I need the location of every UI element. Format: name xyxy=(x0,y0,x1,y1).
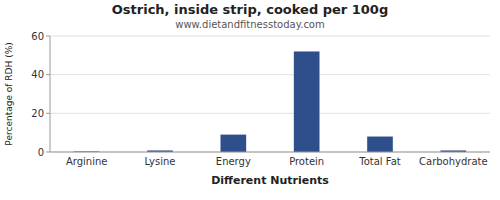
subtitle: www.dietandfitnesstoday.com xyxy=(175,19,324,30)
y-tick-label: 40 xyxy=(31,69,44,80)
y-tick xyxy=(46,113,50,114)
grid-line xyxy=(50,113,490,114)
y-tick-label: 0 xyxy=(38,147,44,158)
grid xyxy=(50,36,490,152)
bars xyxy=(74,51,466,152)
bar xyxy=(367,137,393,152)
y-axis-label: Percentage of RDH (%) xyxy=(4,42,14,145)
bar xyxy=(294,51,320,152)
x-tick-label: Lysine xyxy=(144,156,175,167)
x-axis-line xyxy=(50,152,490,153)
y-tick-label: 60 xyxy=(31,31,44,42)
title: Ostrich, inside strip, cooked per 100g xyxy=(112,2,388,17)
grid-line xyxy=(50,36,490,37)
y-tick xyxy=(46,74,50,75)
x-axis-label: Different Nutrients xyxy=(211,174,329,187)
grid-line xyxy=(50,152,490,153)
grid-line xyxy=(50,74,490,75)
x-tick-label: Protein xyxy=(289,156,324,167)
x-tick-label: Energy xyxy=(216,156,251,167)
y-tick xyxy=(46,152,50,153)
y-axis-line xyxy=(50,36,51,152)
y-tick xyxy=(46,36,50,37)
x-tick-label: Arginine xyxy=(66,156,108,167)
x-tick-label: Total Fat xyxy=(358,156,400,167)
y-tick-label: 20 xyxy=(31,108,44,119)
x-tick-label: Carbohydrate xyxy=(419,156,488,167)
chart: Ostrich, inside strip, cooked per 100g ww… xyxy=(0,0,500,200)
bar xyxy=(221,135,247,152)
chart-container: Ostrich, inside strip, cooked per 100g ww… xyxy=(0,0,500,200)
